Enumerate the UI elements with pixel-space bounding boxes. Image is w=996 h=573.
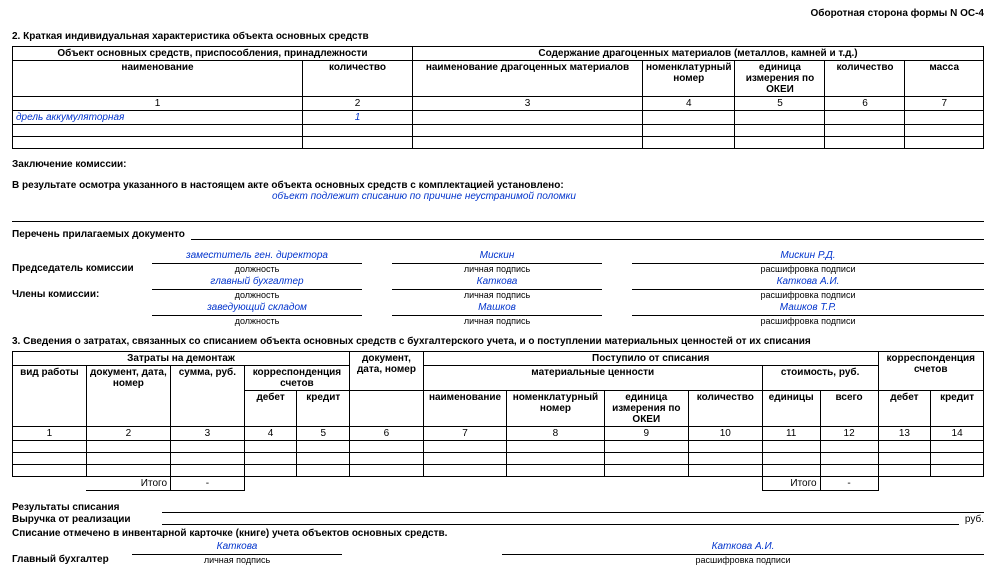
cap-dec: расшифровка подписи: [632, 264, 984, 274]
note-label: Списание отмечено в инвентарной карточке…: [12, 528, 984, 539]
form-header-right: Оборотная сторона формы N ОС-4: [12, 8, 984, 19]
members-label: Члены комиссии:: [12, 283, 152, 300]
t2-h-massa: масса: [905, 61, 984, 97]
t3-doc2: документ, дата, номер: [350, 352, 424, 391]
t2-n6: 6: [825, 97, 905, 111]
blank-line: [12, 208, 984, 222]
t3-dash2: -: [820, 477, 878, 491]
table-section2: Объект основных средств, приспособления,…: [12, 46, 984, 149]
chair-dec: Мискин Р.Д.: [632, 250, 984, 264]
t3-kol: количество: [688, 391, 762, 427]
cap-sign: личная подпись: [392, 264, 602, 274]
t2-h-ed: единица измерения по ОКЕИ: [735, 61, 825, 97]
t3-ed: единица измерения по ОКЕИ: [604, 391, 688, 427]
glavbuh-label: Главный бухгалтер: [12, 548, 132, 565]
m2-dec: Машков Т.Р.: [632, 302, 984, 316]
table-section3: Затраты на демонтаж документ, дата, номе…: [12, 351, 984, 491]
t2-group1: Объект основных средств, приспособления,…: [13, 47, 413, 61]
vyr-label: Выручка от реализации: [12, 514, 162, 525]
res-label: Результаты списания: [12, 502, 162, 513]
chair-sign: Мискин: [392, 250, 602, 264]
t3-nomen: номенклатурный номер: [507, 391, 604, 427]
cap-sign: личная подпись: [132, 555, 342, 565]
t2-c: [735, 111, 825, 125]
t3-stoim: стоимость, руб.: [762, 366, 878, 391]
t2-c: [905, 111, 984, 125]
t2-h-kol: количество: [303, 61, 413, 97]
t3-itogo1: Итого: [86, 477, 170, 491]
t3-vid: вид работы: [13, 366, 87, 427]
t2-n3: 3: [413, 97, 643, 111]
t2-n1: 1: [13, 97, 303, 111]
t3-naimen: наименование: [423, 391, 506, 427]
blank: [12, 320, 152, 326]
t2-group2: Содержание драгоценных материалов (метал…: [413, 47, 984, 61]
t2-row1-name: дрель аккумуляторная: [13, 111, 303, 125]
t2-n7: 7: [905, 97, 984, 111]
cap-pos: должность: [152, 264, 362, 274]
chair-label: Председатель комиссии: [12, 257, 152, 274]
t3-dash1: -: [171, 477, 245, 491]
res-line: [162, 501, 984, 513]
t3-korr2: корреспонденция счетов: [878, 352, 983, 391]
attach-line: [191, 228, 984, 240]
t2-c: [413, 111, 643, 125]
t3-vsego: всего: [820, 391, 878, 427]
t2-h-naimen-drag: наименование драгоценных материалов: [413, 61, 643, 97]
vyr-line: [162, 513, 959, 525]
t3-kredit2: кредит: [931, 391, 984, 427]
rub-label: руб.: [959, 514, 984, 525]
chair-pos: заместитель ген. директора: [152, 250, 362, 264]
cap-sign: личная подпись: [392, 290, 602, 300]
cap-dec: расшифровка подписи: [502, 555, 984, 565]
section2-title: 2. Краткая индивидуальная характеристика…: [12, 31, 984, 42]
t2-h-nomen: номенклатурный номер: [643, 61, 735, 97]
m2-sign: Машков: [392, 302, 602, 316]
t3-mat: материальные ценности: [423, 366, 762, 391]
t2-h-kol2: количество: [825, 61, 905, 97]
m1-pos: главный бухгалтер: [152, 276, 362, 290]
t2-c: [643, 111, 735, 125]
t3-ed2: единицы: [762, 391, 820, 427]
t3-g1: Затраты на демонтаж: [13, 352, 350, 366]
attach-label: Перечень прилагаемых документо: [12, 229, 191, 240]
t2-c: [825, 111, 905, 125]
section3-title: 3. Сведения о затратах, связанных со спи…: [12, 336, 984, 347]
t2-row1-qty: 1: [303, 111, 413, 125]
cap-dec: расшифровка подписи: [632, 316, 984, 326]
t2-n4: 4: [643, 97, 735, 111]
gb-sign: Каткова: [132, 541, 342, 555]
t3-g2: Поступило от списания: [423, 352, 878, 366]
t3-itogo2: Итого: [762, 477, 820, 491]
t2-n5: 5: [735, 97, 825, 111]
cap-pos: должность: [152, 316, 362, 326]
t3-korr: корреспонденция счетов: [244, 366, 349, 391]
t2-n2: 2: [303, 97, 413, 111]
t3-kredit: кредит: [297, 391, 350, 427]
t3-doc: документ, дата, номер: [86, 366, 170, 427]
t3-debet2: дебет: [878, 391, 931, 427]
m2-pos: заведующий складом: [152, 302, 362, 316]
inspection-prefix: В результате осмотра указанного в настоя…: [12, 180, 564, 191]
conclusion-label: Заключение комиссии:: [12, 159, 984, 170]
cap-pos: должность: [152, 290, 362, 300]
inspection-text: объект подлежит списанию по причине неус…: [272, 191, 576, 202]
t3-debet: дебет: [244, 391, 297, 427]
m1-sign: Каткова: [392, 276, 602, 290]
cap-sign: личная подпись: [392, 316, 602, 326]
m1-dec: Каткова А.И.: [632, 276, 984, 290]
t3-sum: сумма, руб.: [171, 366, 245, 427]
cap-dec: расшифровка подписи: [632, 290, 984, 300]
t2-h-naimen: наименование: [13, 61, 303, 97]
gb-dec: Каткова А.И.: [502, 541, 984, 555]
